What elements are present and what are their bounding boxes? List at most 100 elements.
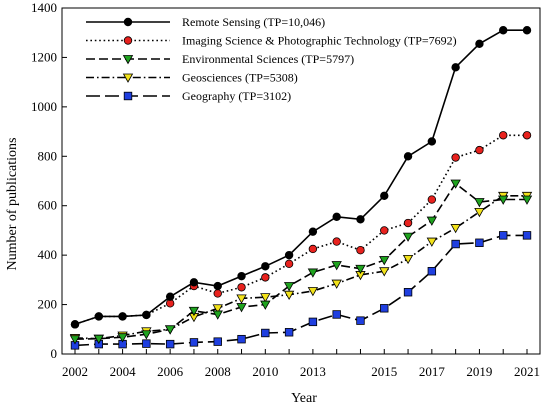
- x-tick-label: 2013: [300, 364, 326, 379]
- series-2: [70, 131, 532, 329]
- legend-label: Imaging Science & Photographic Technolog…: [182, 34, 457, 48]
- x-tick-label: 2002: [62, 364, 88, 379]
- data-point: [355, 264, 366, 275]
- data-point: [308, 244, 318, 254]
- data-point: [522, 26, 532, 35]
- data-point: [475, 238, 484, 247]
- legend-label: Remote Sensing (TP=10,046): [182, 15, 325, 29]
- data-point: [70, 320, 80, 329]
- data-point: [450, 224, 461, 234]
- data-point: [380, 226, 389, 235]
- data-point: [522, 131, 532, 140]
- data-point: [93, 334, 104, 344]
- data-point: [260, 293, 271, 303]
- data-point: [475, 145, 484, 155]
- data-point: [213, 337, 222, 346]
- data-point: [474, 198, 485, 208]
- x-tick-label: 2017: [419, 364, 446, 379]
- series-line: [74, 134, 527, 326]
- series-line: [74, 29, 527, 326]
- data-point: [307, 287, 319, 297]
- legend-marker: [123, 36, 133, 45]
- legend: Remote Sensing (TP=10,046) Imaging Scienc…: [86, 15, 457, 103]
- series-1: [70, 26, 532, 329]
- data-point: [499, 131, 508, 140]
- y-tick-label: 1000: [31, 99, 57, 114]
- data-point: [142, 339, 151, 348]
- data-point: [522, 231, 532, 240]
- data-point: [332, 310, 341, 319]
- data-point: [356, 316, 365, 325]
- data-point: [237, 271, 246, 281]
- data-point: [189, 278, 199, 287]
- data-point: [261, 262, 270, 271]
- data-point: [403, 152, 413, 161]
- y-axis-title: Number of publications: [5, 138, 20, 271]
- data-point: [283, 290, 295, 301]
- data-point: [308, 317, 318, 327]
- series-layer: [69, 26, 533, 350]
- data-point: [260, 300, 271, 310]
- data-point: [237, 334, 246, 344]
- legend-label: Environmental Sciences (TP=5797): [182, 52, 354, 66]
- y-tick-label: 1200: [31, 49, 57, 64]
- data-point: [426, 216, 438, 226]
- data-point: [212, 310, 223, 320]
- y-tick-label: 200: [38, 297, 58, 312]
- y-tick-label: 400: [38, 247, 58, 262]
- series-line: [74, 182, 527, 340]
- data-point: [212, 304, 223, 314]
- data-point: [236, 294, 247, 304]
- x-tick-label: 2019: [466, 364, 492, 379]
- data-point: [498, 195, 509, 205]
- legend-label: Geosciences (TP=5308): [182, 71, 298, 85]
- data-point: [356, 215, 365, 224]
- data-point: [475, 39, 484, 49]
- data-point: [521, 195, 533, 205]
- x-tick-labels: 2002 2004 2006 2008 2010 2013 2015 2017 2019 2021: [62, 349, 540, 379]
- plot-frame: [61, 7, 541, 355]
- x-tick-label: 2015: [371, 364, 397, 379]
- data-point: [284, 259, 294, 268]
- data-point: [403, 288, 413, 297]
- x-tick-label: 2021: [514, 364, 540, 379]
- data-point: [379, 256, 390, 266]
- data-point: [427, 137, 437, 146]
- y-tick-label: 0: [51, 346, 58, 361]
- data-point: [261, 273, 270, 282]
- data-point: [189, 338, 199, 347]
- data-point: [451, 63, 460, 72]
- x-tick-label: 2010: [252, 364, 278, 379]
- data-point: [331, 261, 342, 271]
- series-4: [69, 191, 533, 344]
- data-point: [380, 191, 389, 201]
- data-point: [261, 328, 270, 338]
- data-point: [69, 335, 81, 345]
- data-point: [283, 282, 295, 292]
- data-point: [165, 339, 175, 349]
- data-point: [164, 325, 176, 335]
- data-point: [402, 254, 414, 265]
- data-point: [94, 312, 103, 321]
- series-line: [74, 234, 527, 347]
- data-point: [403, 218, 413, 228]
- data-point: [237, 283, 246, 292]
- y-tick-labels: 0 200 400 600 800 1000 1200 1400: [31, 0, 67, 361]
- data-point: [236, 303, 247, 313]
- data-point: [451, 239, 460, 249]
- legend-label: Geography (TP=3102): [182, 89, 291, 103]
- data-point: [499, 26, 508, 35]
- data-point: [213, 281, 222, 291]
- data-point: [474, 207, 485, 218]
- data-point: [356, 245, 365, 255]
- data-point: [307, 268, 319, 278]
- data-point: [117, 333, 128, 343]
- legend-marker: [123, 91, 133, 101]
- y-tick-label: 800: [38, 148, 58, 163]
- data-point: [380, 304, 389, 313]
- data-point: [426, 237, 438, 247]
- data-point: [141, 330, 152, 340]
- data-point: [118, 312, 127, 321]
- data-point: [499, 231, 508, 240]
- data-point: [284, 328, 294, 337]
